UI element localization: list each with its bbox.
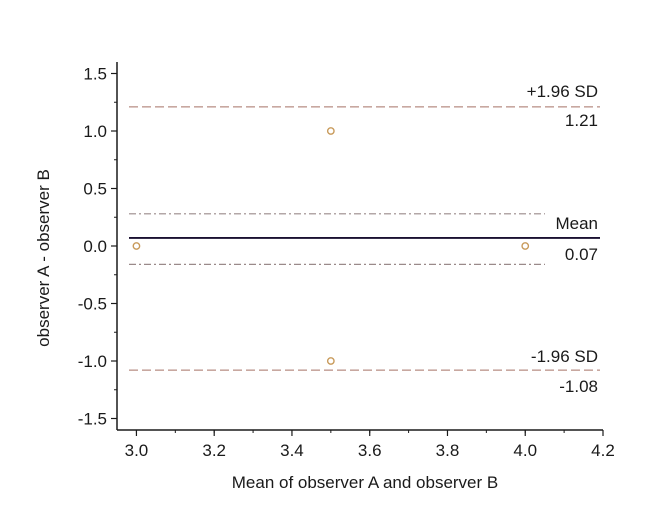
x-tick-label: 3.0 — [125, 441, 149, 460]
data-point — [326, 127, 335, 135]
x-tick-label: 3.4 — [280, 441, 304, 460]
data-point — [521, 242, 530, 250]
x-tick-label: 4.0 — [513, 441, 537, 460]
chart-marks: 1.5 1.0 0.5 0.0 -0.5 -1.0 -1.5 3.0 3.2 3.4 3.6 3.8 4… — [78, 62, 615, 460]
y-tick-label: -1.5 — [78, 410, 107, 429]
upper-loa-value: 1.21 — [565, 111, 598, 130]
y-tick-label: -1.0 — [78, 352, 107, 371]
x-tick-label: 3.2 — [202, 441, 226, 460]
lower-loa-label: -1.96 SD — [531, 347, 598, 366]
x-axis-label: Mean of observer A and observer B — [232, 473, 499, 492]
data-point — [326, 357, 335, 365]
y-tick-label: 0.0 — [83, 237, 107, 256]
lower-loa-value: -1.08 — [559, 377, 598, 396]
y-tick-label: 1.0 — [83, 122, 107, 141]
x-tick-label: 3.8 — [436, 441, 460, 460]
y-axis-label: observer A - observer B — [34, 169, 53, 347]
mean-label: Mean — [555, 214, 598, 233]
x-tick-label: 4.2 — [591, 441, 615, 460]
data-point — [132, 242, 141, 250]
y-tick-label: 0.5 — [83, 180, 107, 199]
y-tick-label: 1.5 — [83, 65, 107, 84]
mean-value: 0.07 — [565, 245, 598, 264]
upper-loa-label: +1.96 SD — [527, 82, 598, 101]
x-tick-label: 3.6 — [358, 441, 382, 460]
y-tick-label: -0.5 — [78, 295, 107, 314]
